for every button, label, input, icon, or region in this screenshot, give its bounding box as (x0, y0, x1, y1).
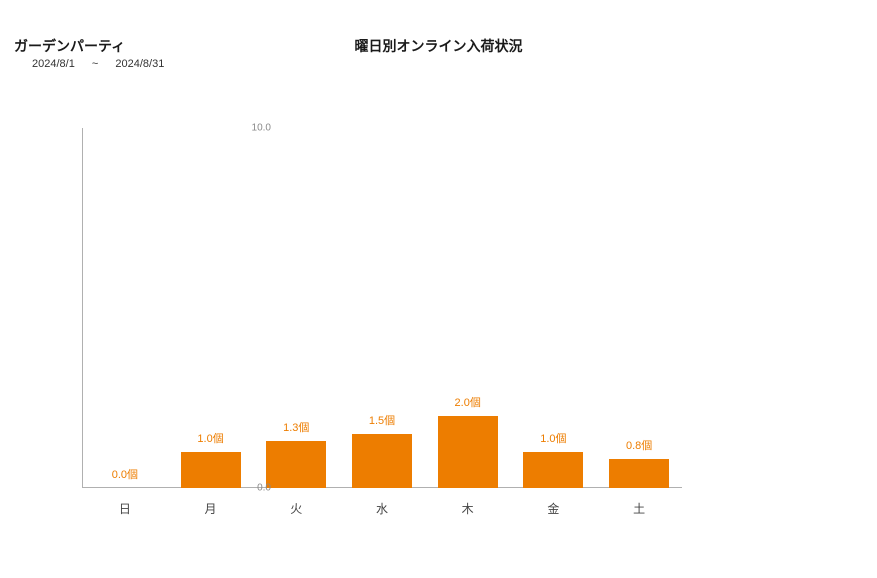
xtick-label: 月 (205, 500, 217, 517)
date-from: 2024/8/1 (32, 58, 75, 70)
bar (609, 459, 669, 488)
bar-value-label: 1.5個 (369, 412, 395, 428)
bar (523, 452, 583, 488)
xtick-label: 金 (547, 500, 559, 517)
bar-slot: 0.8個土 (596, 128, 682, 488)
xtick-label: 木 (462, 500, 474, 517)
bar-value-label: 1.0個 (540, 430, 566, 446)
bars-container: 0.0個日1.0個月1.3個火1.5個水2.0個木1.0個金0.8個土 (82, 128, 682, 488)
xtick-label: 日 (119, 500, 131, 517)
bar-value-label: 1.3個 (283, 419, 309, 435)
bar-slot: 0.0個日 (82, 128, 168, 488)
ytick-label: 10.0 (231, 123, 271, 134)
bar-slot: 1.0個金 (511, 128, 597, 488)
xtick-label: 土 (633, 500, 645, 517)
bar (266, 441, 326, 488)
bar-slot: 1.5個水 (339, 128, 425, 488)
bar-value-label: 2.0個 (455, 394, 481, 410)
chart-title: 曜日別オンライン入荷状況 (0, 36, 877, 56)
chart-plot-area: 0.0個日1.0個月1.3個火1.5個水2.0個木1.0個金0.8個土 (82, 128, 682, 488)
bar-value-label: 1.0個 (197, 430, 223, 446)
bar-slot: 1.0個月 (168, 128, 254, 488)
date-range: 2024/8/1 ~ 2024/8/31 (32, 58, 164, 70)
bar-value-label: 0.8個 (626, 437, 652, 453)
bar-value-label: 0.0個 (112, 466, 138, 482)
ytick-label: 0.0 (231, 483, 271, 494)
bar (438, 416, 498, 488)
xtick-label: 火 (290, 500, 302, 517)
date-to: 2024/8/31 (115, 58, 164, 70)
bar (352, 434, 412, 488)
bar-slot: 1.3個火 (253, 128, 339, 488)
date-separator: ~ (92, 58, 98, 70)
xtick-label: 水 (376, 500, 388, 517)
bar-slot: 2.0個木 (425, 128, 511, 488)
